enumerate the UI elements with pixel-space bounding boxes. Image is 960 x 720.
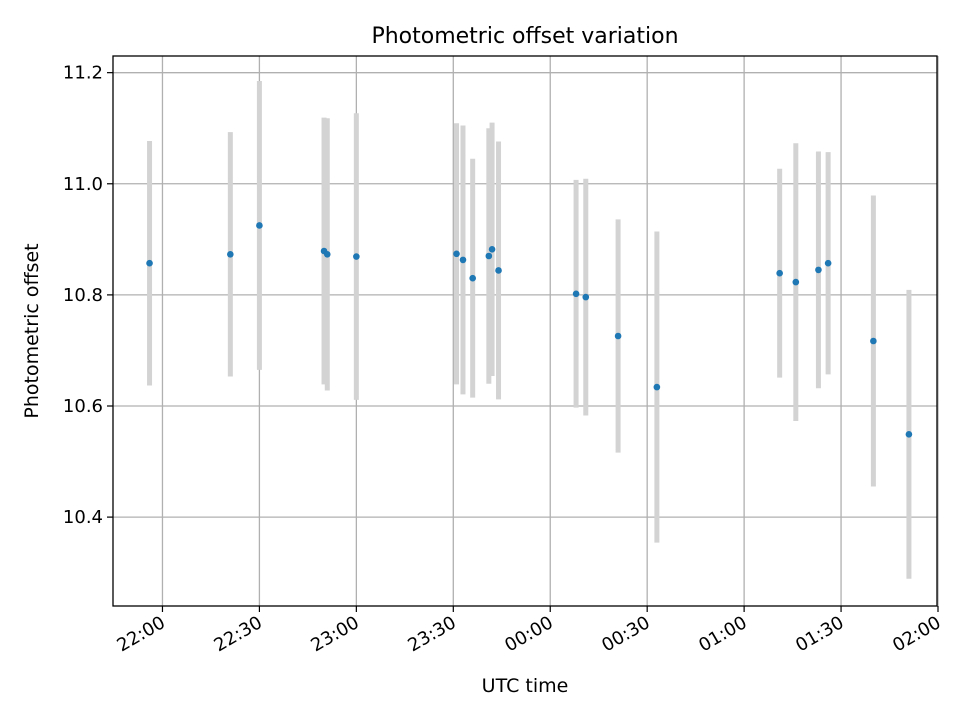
data-point	[453, 250, 460, 258]
x-tick-label: 00:00	[501, 612, 556, 656]
x-tick-label: 00:30	[598, 612, 653, 656]
x-tick-label: 23:30	[404, 612, 459, 656]
x-tick-label: 02:00	[889, 612, 944, 656]
x-tick-label: 01:30	[792, 612, 847, 656]
data-point	[792, 278, 800, 286]
error-bars	[147, 81, 912, 579]
data-point	[146, 259, 153, 267]
x-axis-label: UTC time	[482, 675, 569, 697]
x-tick-label: 01:00	[695, 612, 750, 656]
x-axis: 22:00 22:30 23:00 23:30 00:00 00:30 01:00 01:30…	[114, 606, 945, 656]
data-point	[653, 383, 661, 391]
data-point	[776, 269, 783, 277]
data-point	[488, 246, 496, 253]
data-point	[485, 252, 493, 260]
data-point	[323, 251, 331, 258]
y-tick-label: 10.8	[63, 285, 103, 306]
y-tick-label: 11.2	[63, 63, 103, 84]
y-tick-label: 10.4	[63, 507, 103, 528]
data-point	[469, 274, 476, 282]
x-tick-label: 22:00	[114, 612, 169, 656]
plot-frame	[112, 55, 938, 607]
x-tick-label: 23:00	[307, 612, 362, 656]
data-point	[905, 431, 913, 438]
data-point	[870, 337, 877, 345]
y-tick-label: 11.0	[63, 174, 103, 195]
data-point	[495, 267, 502, 274]
data-points	[146, 222, 913, 438]
chart-title: Photometric offset variation	[371, 24, 678, 49]
data-point	[572, 290, 580, 298]
data-point	[227, 251, 234, 258]
y-axis: 10.4 10.6 10.8 11.0 11.2	[63, 63, 113, 528]
y-axis-label: Photometric offset	[21, 243, 43, 418]
data-point	[256, 222, 263, 229]
grid	[113, 56, 939, 606]
data-point	[353, 253, 360, 260]
data-point	[459, 256, 467, 264]
data-point	[614, 332, 622, 340]
data-point	[824, 259, 832, 267]
data-point	[815, 266, 822, 274]
data-point	[582, 293, 590, 301]
x-tick-label: 22:30	[210, 612, 265, 656]
y-tick-label: 10.6	[63, 396, 103, 417]
